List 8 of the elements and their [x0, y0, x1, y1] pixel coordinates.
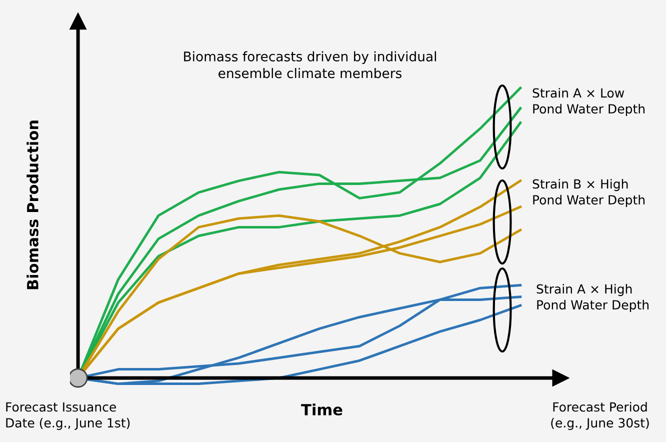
- text: Forecast Period (e.g., June 30st): [551, 402, 649, 430]
- annotation: Strain A × Low Pond Water Depth: [532, 88, 644, 116]
- annotation: Strain B × High Pond Water Depth: [532, 179, 644, 207]
- annotation: Strain A × High Pond Water Depth: [536, 284, 648, 312]
- text: Forecast Issuance Date (e.g., June 1st): [6, 402, 130, 430]
- x-axis-title: Time: [301, 404, 342, 416]
- chart-title: Biomass forecasts driven by individual ensemble climate members: [184, 51, 436, 78]
- y-axis-title: Biomass Production: [26, 120, 38, 290]
